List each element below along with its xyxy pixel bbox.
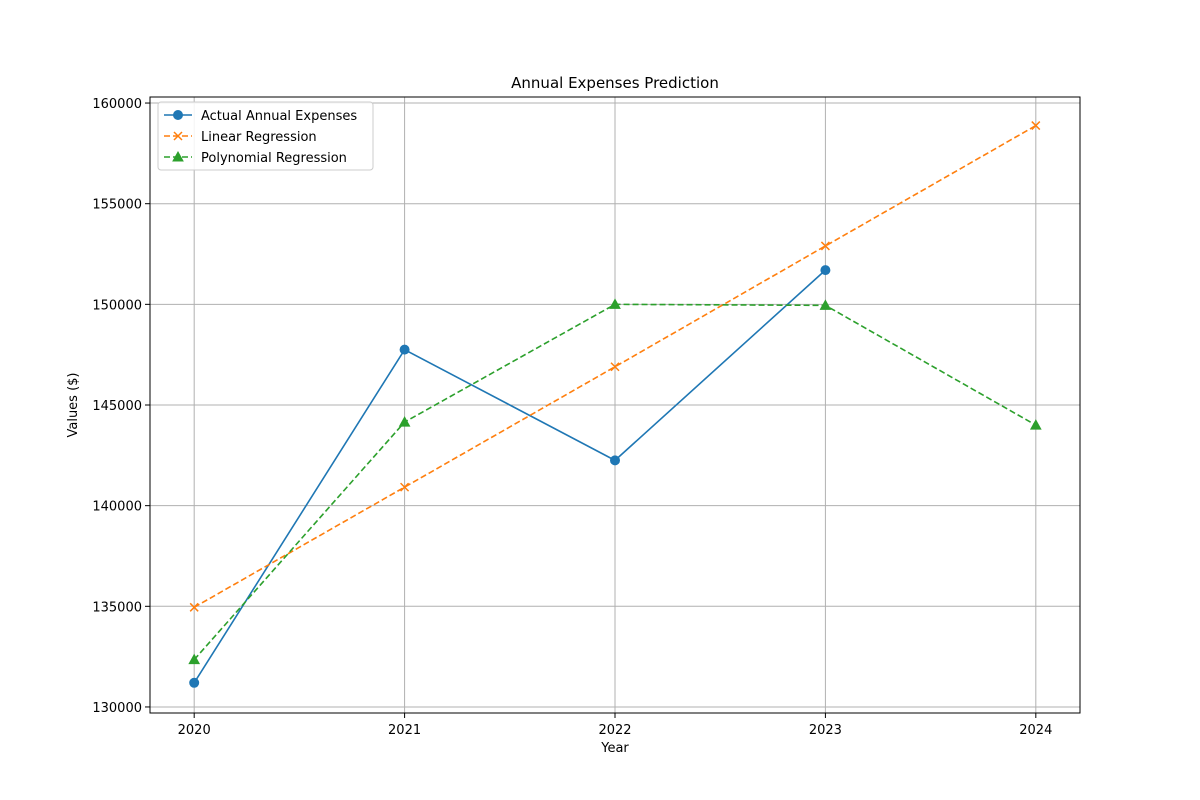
legend-item: Linear Regression <box>164 130 317 145</box>
data-point <box>1029 419 1042 430</box>
x-axis-label: Year <box>600 741 629 756</box>
data-point <box>398 416 411 427</box>
x-tick-label: 2022 <box>598 723 631 738</box>
data-point <box>610 362 620 372</box>
data-point <box>399 344 410 355</box>
x-tick-label: 2021 <box>388 723 421 738</box>
x-tick-label: 2020 <box>178 723 211 738</box>
series-line <box>193 269 826 684</box>
x-tick-label: 2023 <box>809 723 842 738</box>
chart-title: Annual Expenses Prediction <box>511 74 719 92</box>
legend-marker <box>172 150 184 162</box>
data-point <box>609 298 621 309</box>
legend-marker <box>173 131 183 141</box>
y-tick-label: 140000 <box>92 500 142 515</box>
data-point <box>188 653 201 665</box>
y-axis-label: Values ($) <box>66 372 81 437</box>
y-tick-label: 150000 <box>92 298 142 313</box>
legend-label: Polynomial Regression <box>201 151 347 166</box>
legend-box <box>157 101 374 171</box>
y-tick-label: 135000 <box>92 600 142 615</box>
series-2 <box>189 121 1041 612</box>
x-tick-label: 2024 <box>1019 723 1052 738</box>
y-tick-label: 160000 <box>92 97 142 112</box>
data-point <box>820 265 831 276</box>
data-point <box>189 602 199 612</box>
legend-item: Actual Annual Expenses <box>164 109 357 124</box>
legend-label: Linear Regression <box>201 130 317 145</box>
y-tick-label: 145000 <box>92 399 142 414</box>
y-tick-label: 130000 <box>92 701 142 716</box>
data-point <box>610 455 620 466</box>
series-3 <box>188 298 1042 665</box>
data-point <box>819 299 832 310</box>
legend-label: Actual Annual Expenses <box>201 109 357 124</box>
data-point <box>189 677 200 688</box>
data-point <box>1031 121 1041 131</box>
legend-marker <box>173 110 183 120</box>
y-tick-label: 155000 <box>92 198 142 213</box>
data-point <box>400 482 410 492</box>
legend-item: Polynomial Regression <box>164 150 347 166</box>
ticks-layer: 2020 2021 2022 2023 2024 130000 135000 140000 14… <box>92 97 1052 738</box>
legend: Actual Annual Expenses Linear Regression P… <box>157 101 374 171</box>
series-1 <box>189 265 831 688</box>
data-point <box>820 241 830 251</box>
series-layer <box>188 121 1042 688</box>
